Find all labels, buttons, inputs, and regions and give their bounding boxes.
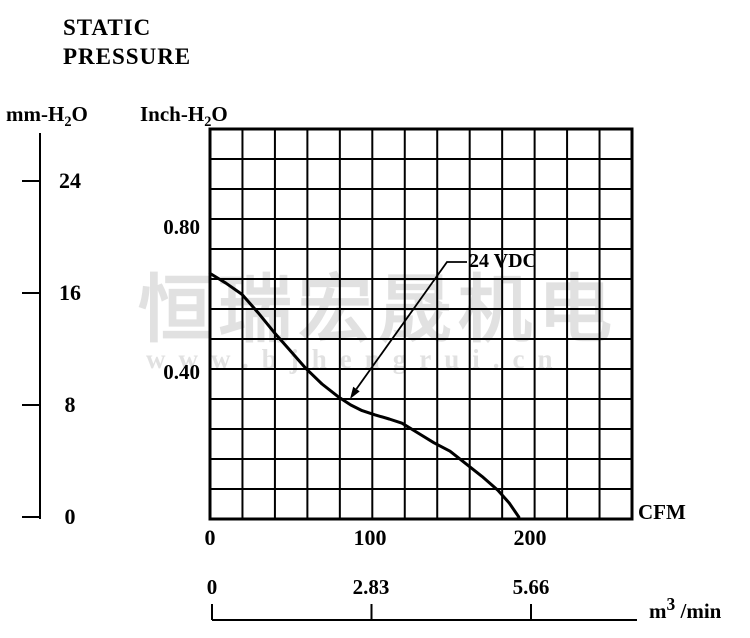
- inch-unit-sub: 2: [204, 114, 212, 131]
- mm-tick-label: 0: [64, 504, 76, 529]
- mm-tick-label: 16: [59, 280, 81, 305]
- m3-unit-pre: m: [649, 599, 667, 623]
- inch-tick-label: 0.80: [163, 215, 200, 239]
- fan-curve-24vdc: [208, 271, 521, 519]
- x-axis-unit-m3min: m3 /min: [649, 594, 721, 624]
- chart-title-line1: STATIC: [63, 15, 152, 40]
- m3-tick-label: 5.66: [512, 575, 550, 599]
- y-axis-unit-mm-h2o: mm-H2O: [6, 102, 88, 131]
- m3-tick-label: 0: [206, 575, 218, 599]
- mm-unit-pre: mm-H: [6, 102, 65, 126]
- cfm-tick-label: 0: [204, 525, 216, 550]
- mm-tick-label: 24: [59, 168, 81, 193]
- inch-unit-post: O: [211, 102, 228, 126]
- inch-unit-pre: Inch-H: [140, 102, 205, 126]
- cfm-tick-label: 200: [513, 525, 547, 550]
- mm-unit-post: O: [71, 102, 88, 126]
- series-label-24vdc: 24 VDC: [469, 250, 537, 272]
- x-axis-unit-cfm: CFM: [638, 500, 686, 524]
- mm-tick-label: 8: [64, 392, 76, 417]
- grid-border: [208, 127, 634, 521]
- m3-unit-post: /min: [675, 599, 722, 623]
- cfm-tick-label: 100: [353, 525, 387, 550]
- annotation-leader-line: [355, 261, 467, 390]
- m3-tick-label: 2.83: [352, 575, 390, 599]
- y-axis-unit-inch-h2o: Inch-H2O: [140, 102, 228, 131]
- mm-unit-sub: 2: [64, 114, 72, 131]
- inch-tick-label: 0.40: [163, 360, 200, 384]
- m3-unit-sup: 3: [666, 594, 676, 614]
- chart-title-line2: PRESSURE: [63, 44, 192, 69]
- annotation-arrowhead: [350, 386, 360, 399]
